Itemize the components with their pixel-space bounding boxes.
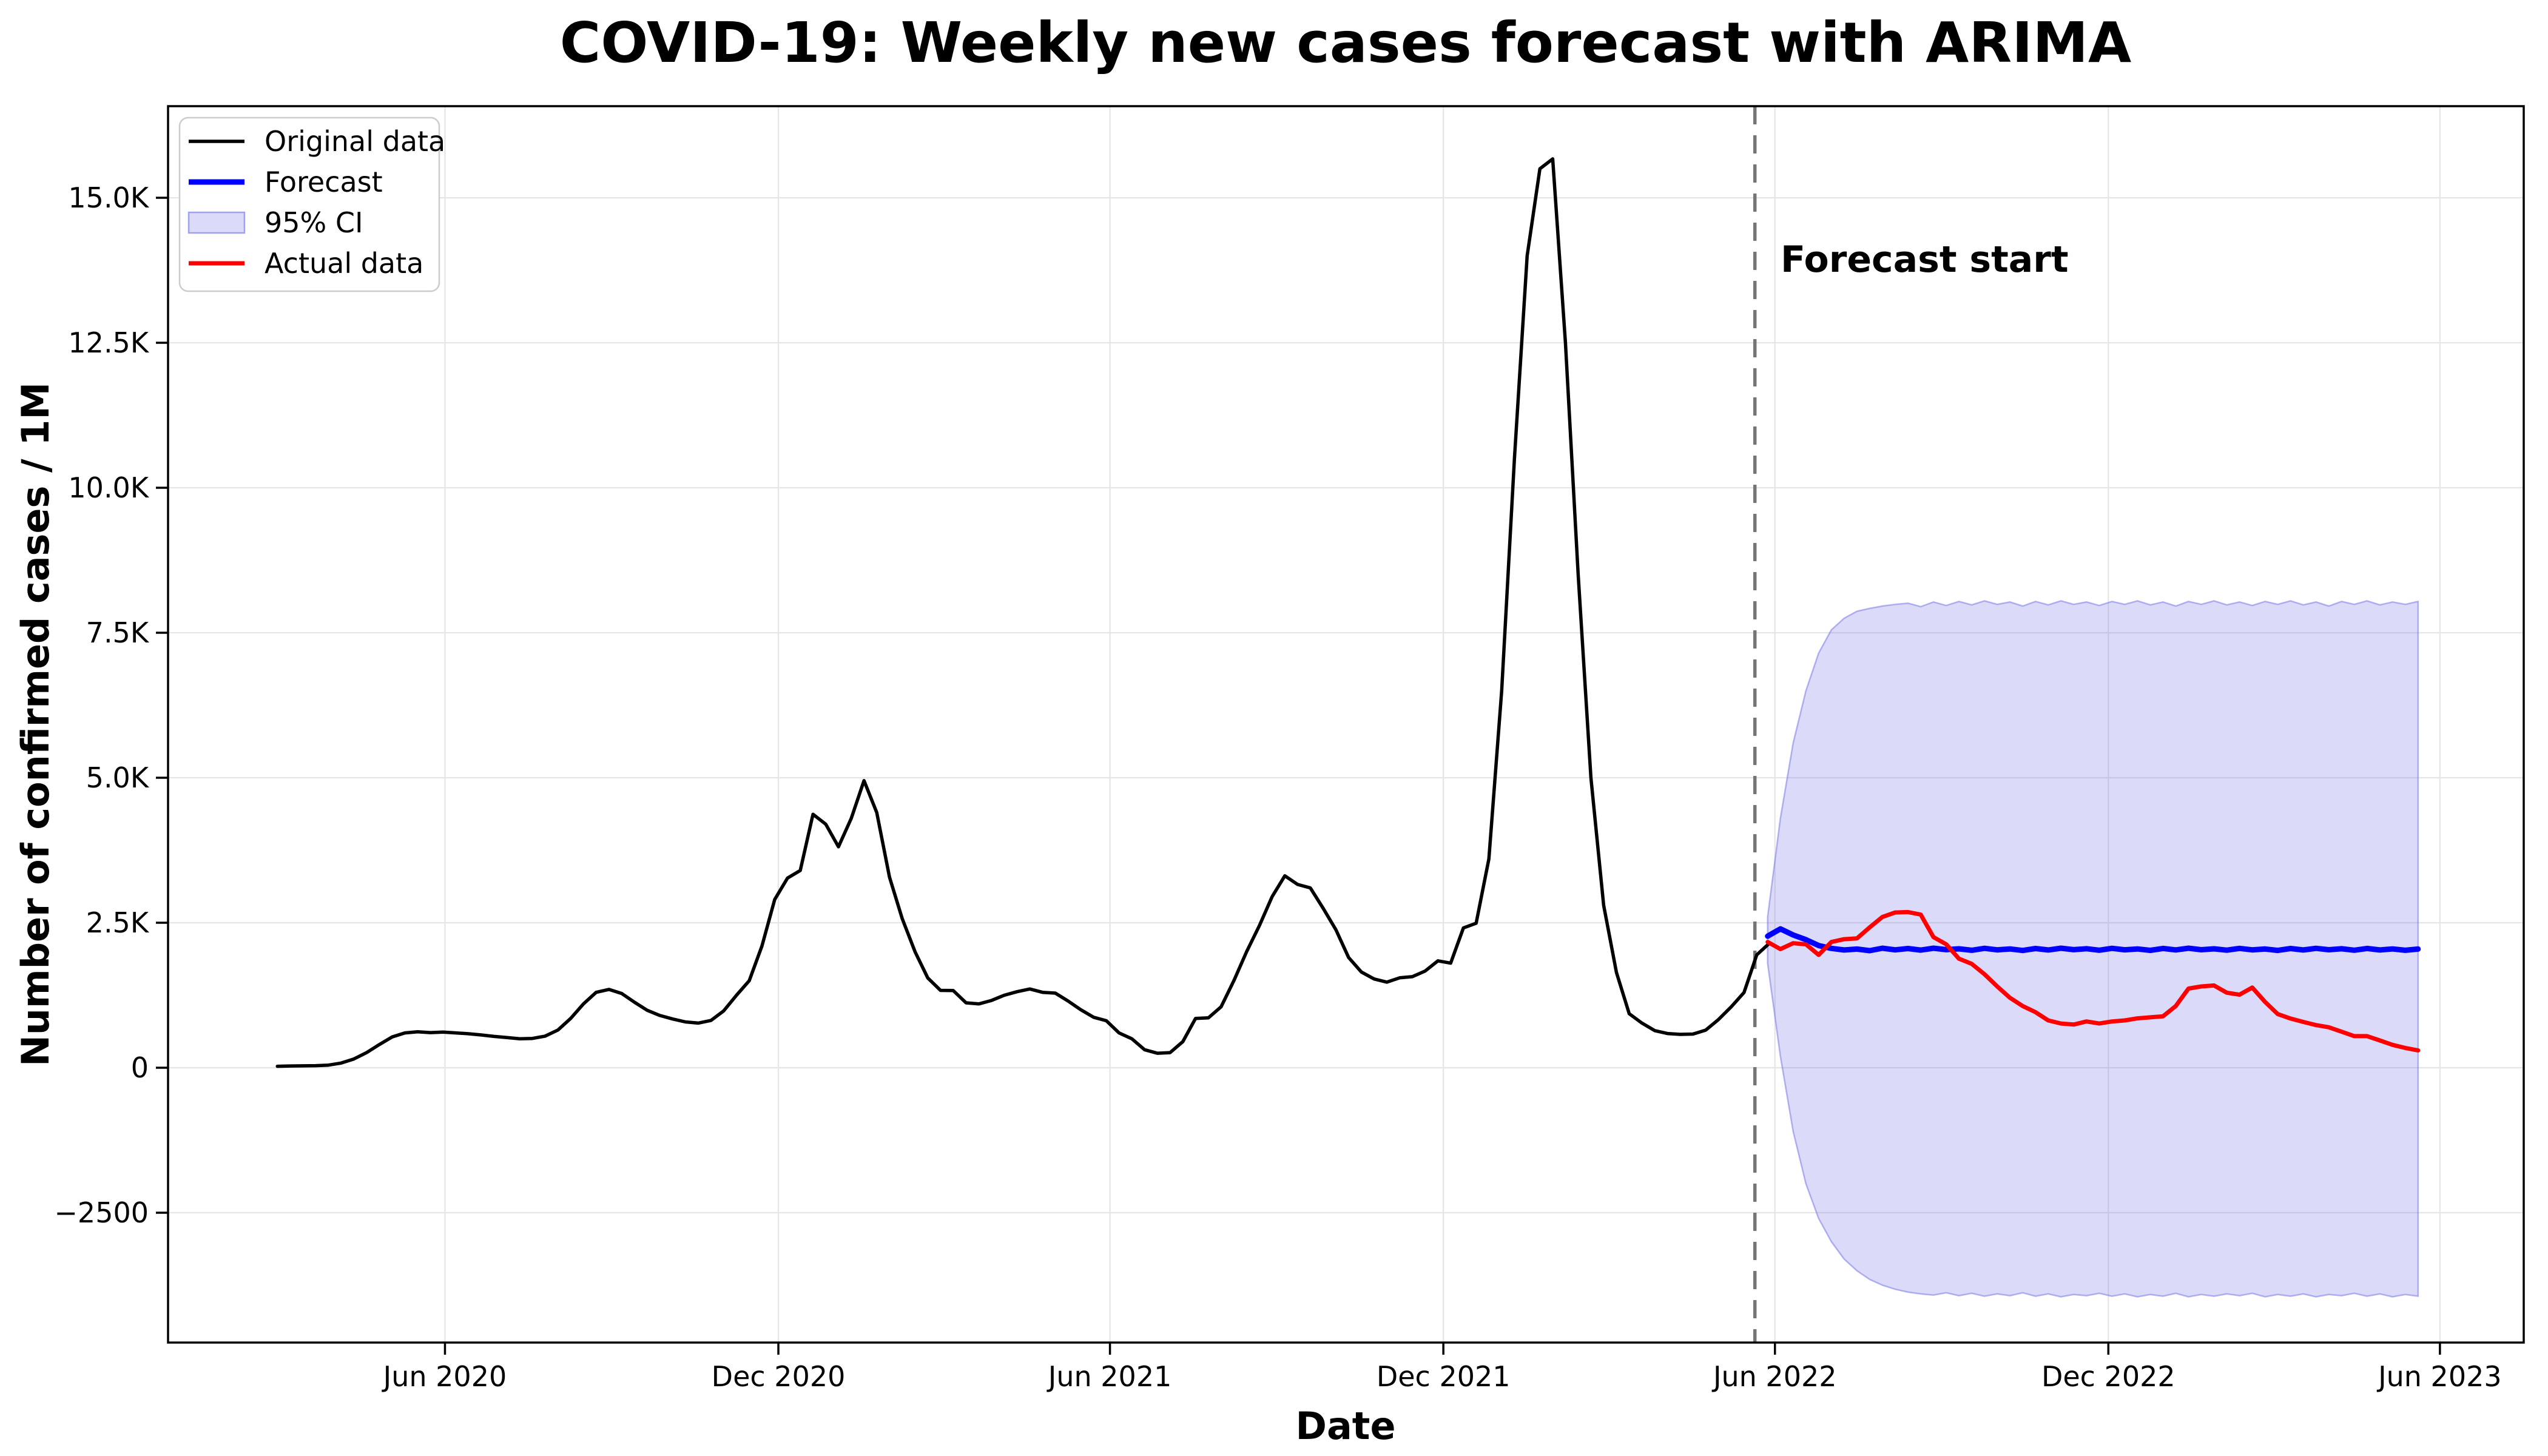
x-tick-label: Dec 2021 bbox=[1377, 1360, 1511, 1393]
x-tick-label: Jun 2021 bbox=[1046, 1360, 1172, 1393]
y-tick-label: −2500 bbox=[54, 1196, 149, 1229]
y-tick-label: 15.0K bbox=[68, 181, 149, 214]
x-tick-label: Dec 2022 bbox=[2041, 1360, 2176, 1393]
gridlines bbox=[168, 106, 2524, 1343]
chart-title: COVID-19: Weekly new cases forecast with… bbox=[560, 10, 2131, 75]
y-tick-label: 12.5K bbox=[68, 326, 149, 359]
original-data-line bbox=[275, 157, 1771, 1068]
legend-label-actual: Actual data bbox=[265, 247, 423, 280]
y-tick-label: 10.0K bbox=[68, 471, 149, 504]
legend-box bbox=[178, 116, 440, 292]
y-tick-label: 2.5K bbox=[86, 906, 150, 939]
x-axis-label: Date bbox=[1296, 1404, 1396, 1448]
x-tick-label: Dec 2020 bbox=[712, 1360, 846, 1393]
legend-swatches bbox=[187, 140, 246, 266]
y-tick-label: 5.0K bbox=[86, 761, 150, 794]
legend: Original data Forecast 95% CI Actual dat… bbox=[178, 116, 445, 292]
x-tick-label: Jun 2020 bbox=[382, 1360, 507, 1393]
plot-frame bbox=[167, 105, 2525, 1344]
y-tick-label: 7.5K bbox=[86, 616, 150, 649]
y-axis-label: Number of confirmed cases / 1M bbox=[13, 382, 58, 1067]
tick-marks-and-labels: 15.0K 12.5K 10.0K 7.5K 5.0K 2.5K 0 −2500 Jun 202… bbox=[54, 181, 2501, 1393]
forecast-line bbox=[1765, 926, 2421, 954]
x-tick-label: Jun 2023 bbox=[2376, 1360, 2502, 1393]
x-tick-label: Jun 2022 bbox=[1711, 1360, 1837, 1393]
actual-data-line bbox=[1765, 909, 2421, 1053]
y-tick-label: 0 bbox=[131, 1051, 149, 1084]
legend-label-original: Original data bbox=[265, 125, 445, 158]
axes-frame bbox=[167, 105, 2525, 1344]
legend-label-ci: 95% CI bbox=[265, 206, 363, 239]
legend-swatch-ci bbox=[187, 211, 246, 234]
forecast-start-annotation: Forecast start bbox=[1781, 238, 2069, 281]
data-series bbox=[275, 157, 2421, 1068]
legend-label-forecast: Forecast bbox=[265, 166, 383, 198]
